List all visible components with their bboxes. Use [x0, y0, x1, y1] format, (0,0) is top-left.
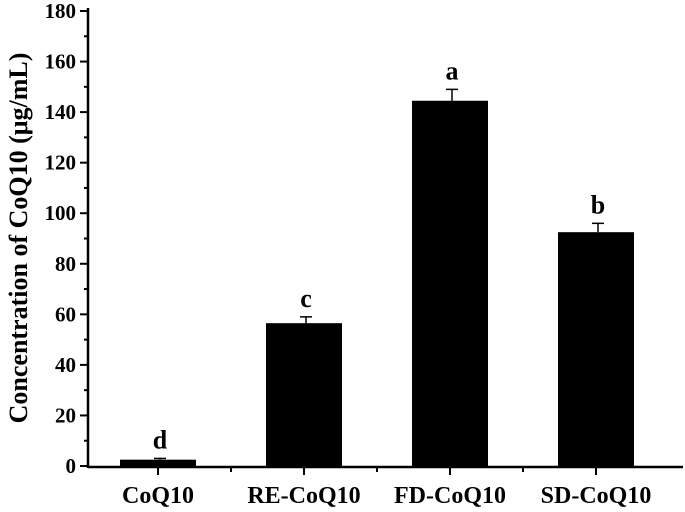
significance-label: a — [446, 56, 459, 85]
y-tick-label: 0 — [66, 454, 77, 478]
y-axis-title: Concentration of CoQ10 (μg/mL) — [4, 53, 33, 424]
significance-label: b — [591, 190, 605, 219]
y-tick-label: 140 — [45, 100, 77, 124]
y-axis: 0 20 40 60 80 100 120 140 160 180 — [45, 0, 90, 478]
significance-label: c — [300, 284, 312, 313]
y-tick-label: 100 — [45, 201, 77, 225]
category-labels: CoQ10 RE-CoQ10 FD-CoQ10 SD-CoQ10 — [122, 483, 651, 509]
bar-fd-coq10 — [412, 100, 488, 466]
y-tick-label: 60 — [55, 302, 76, 326]
significance-label: d — [153, 425, 168, 454]
bars — [120, 100, 634, 466]
error-bars — [154, 88, 604, 460]
y-tick-label: 20 — [55, 403, 76, 427]
y-tick-label: 180 — [45, 0, 77, 23]
bar-re-coq10 — [266, 323, 342, 466]
significance-labels: d c a b — [153, 56, 605, 454]
y-tick-label: 160 — [45, 50, 77, 74]
x-tick-label: SD-CoQ10 — [541, 483, 652, 509]
y-tick-label: 120 — [45, 151, 77, 175]
x-axis — [88, 465, 683, 475]
x-tick-label: FD-CoQ10 — [394, 483, 506, 509]
x-tick-label: CoQ10 — [122, 483, 194, 509]
bar-coq10 — [120, 459, 196, 466]
y-ticks: 0 20 40 60 80 100 120 140 160 180 — [45, 0, 88, 478]
x-ticks — [157, 467, 597, 475]
x-tick-label: RE-CoQ10 — [247, 483, 360, 509]
y-tick-label: 40 — [55, 353, 76, 377]
y-tick-label: 80 — [55, 252, 76, 276]
bar-sd-coq10 — [558, 232, 634, 466]
